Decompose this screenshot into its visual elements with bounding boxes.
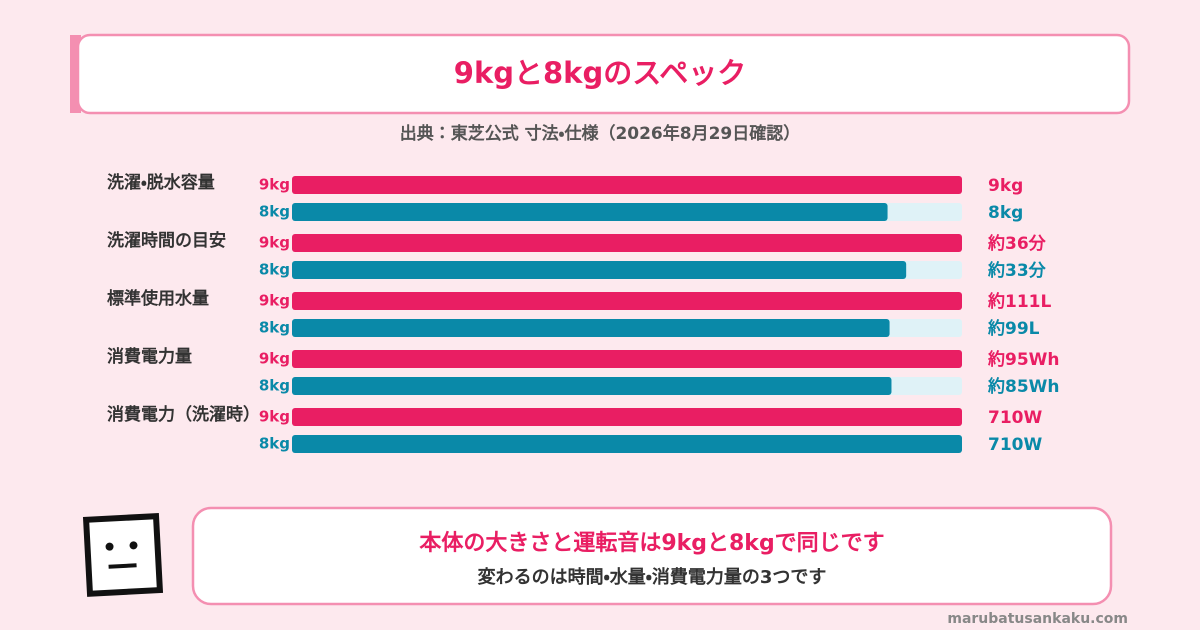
note-box: [191, 506, 1113, 606]
value-label: 8kg: [988, 203, 1023, 223]
face: [82, 513, 164, 597]
footer: marubatusankaku.com: [947, 611, 1128, 627]
title-accent: [70, 35, 81, 113]
series-label: 9kg: [259, 176, 290, 194]
title-box: [76, 33, 1131, 115]
value-label: 約99L: [987, 318, 1040, 339]
value-label: 約111L: [987, 291, 1051, 312]
bar: [292, 261, 907, 279]
category-label: 消費電力（洗濯時）: [107, 404, 260, 425]
category-label: 洗濯・脱水容量: [107, 172, 215, 193]
bar: [292, 234, 962, 252]
series-label: 9kg: [259, 408, 290, 426]
note-body: 変わるのは時間・水量・消費電力量の3つです: [478, 566, 827, 588]
category-label: 洗濯時間の目安: [107, 230, 226, 251]
bar: [292, 319, 890, 337]
category-label: 標準使用水量: [107, 288, 209, 309]
series-label: 8kg: [259, 261, 290, 279]
mouth: [108, 563, 137, 569]
series-label: 8kg: [259, 435, 290, 453]
bar: [292, 203, 888, 221]
bar: [292, 377, 892, 395]
chart-title: 9kgと8kgのスペック: [454, 56, 746, 90]
eye: [129, 541, 138, 550]
value-label: 約85Wh: [987, 376, 1060, 397]
bar: [292, 350, 962, 368]
series-label: 8kg: [259, 319, 290, 337]
eye: [105, 542, 114, 551]
bar: [292, 176, 962, 194]
value-label: 約33分: [987, 260, 1047, 281]
value-label: 約95Wh: [987, 349, 1060, 370]
series-label: 8kg: [259, 377, 290, 395]
face-icon: [82, 513, 164, 597]
series-label: 8kg: [259, 203, 290, 221]
value-label: 710W: [988, 435, 1042, 455]
bar: [292, 292, 962, 310]
note-headline: 本体の大きさと運転音は9kgと8kgで同じです: [418, 530, 884, 556]
value-label: 710W: [988, 408, 1042, 428]
series-label: 9kg: [259, 292, 290, 310]
series-label: 9kg: [259, 350, 290, 368]
bar: [292, 435, 962, 453]
value-label: 9kg: [988, 176, 1023, 196]
category-label: 消費電力量: [107, 346, 192, 367]
chart-subtitle: 出典：東芝公式 寸法・仕様（2026年8月29日確認）: [400, 123, 801, 144]
value-label: 約36分: [987, 233, 1047, 254]
series-label: 9kg: [259, 234, 290, 252]
bar: [292, 408, 962, 426]
